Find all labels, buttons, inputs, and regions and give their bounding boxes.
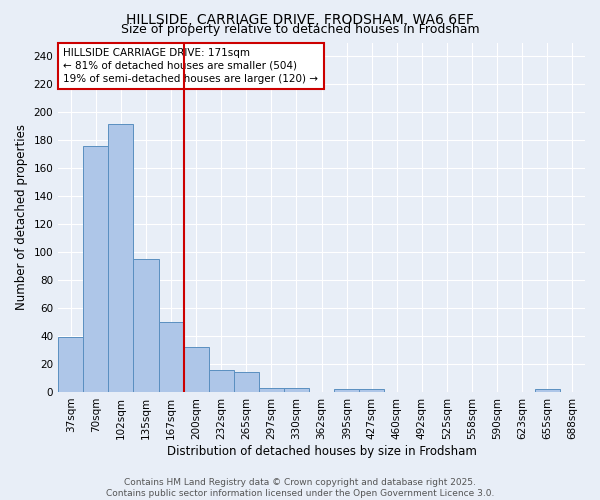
Text: HILLSIDE CARRIAGE DRIVE: 171sqm
← 81% of detached houses are smaller (504)
19% o: HILLSIDE CARRIAGE DRIVE: 171sqm ← 81% of… [64,48,319,84]
Bar [359,389,385,392]
Bar [58,338,83,392]
Text: Size of property relative to detached houses in Frodsham: Size of property relative to detached ho… [121,22,479,36]
Y-axis label: Number of detached properties: Number of detached properties [15,124,28,310]
Bar [83,146,109,392]
Bar [184,347,209,392]
X-axis label: Distribution of detached houses by size in Frodsham: Distribution of detached houses by size … [167,444,476,458]
Text: Contains HM Land Registry data © Crown copyright and database right 2025.
Contai: Contains HM Land Registry data © Crown c… [106,478,494,498]
Text: HILLSIDE, CARRIAGE DRIVE, FRODSHAM, WA6 6EF: HILLSIDE, CARRIAGE DRIVE, FRODSHAM, WA6 … [126,12,474,26]
Bar [284,388,309,392]
Bar [234,372,259,392]
Bar [334,389,359,392]
Bar [109,124,133,392]
Bar [158,322,184,392]
Bar [259,388,284,392]
Bar [209,370,234,392]
Bar [535,389,560,392]
Bar [133,259,158,392]
